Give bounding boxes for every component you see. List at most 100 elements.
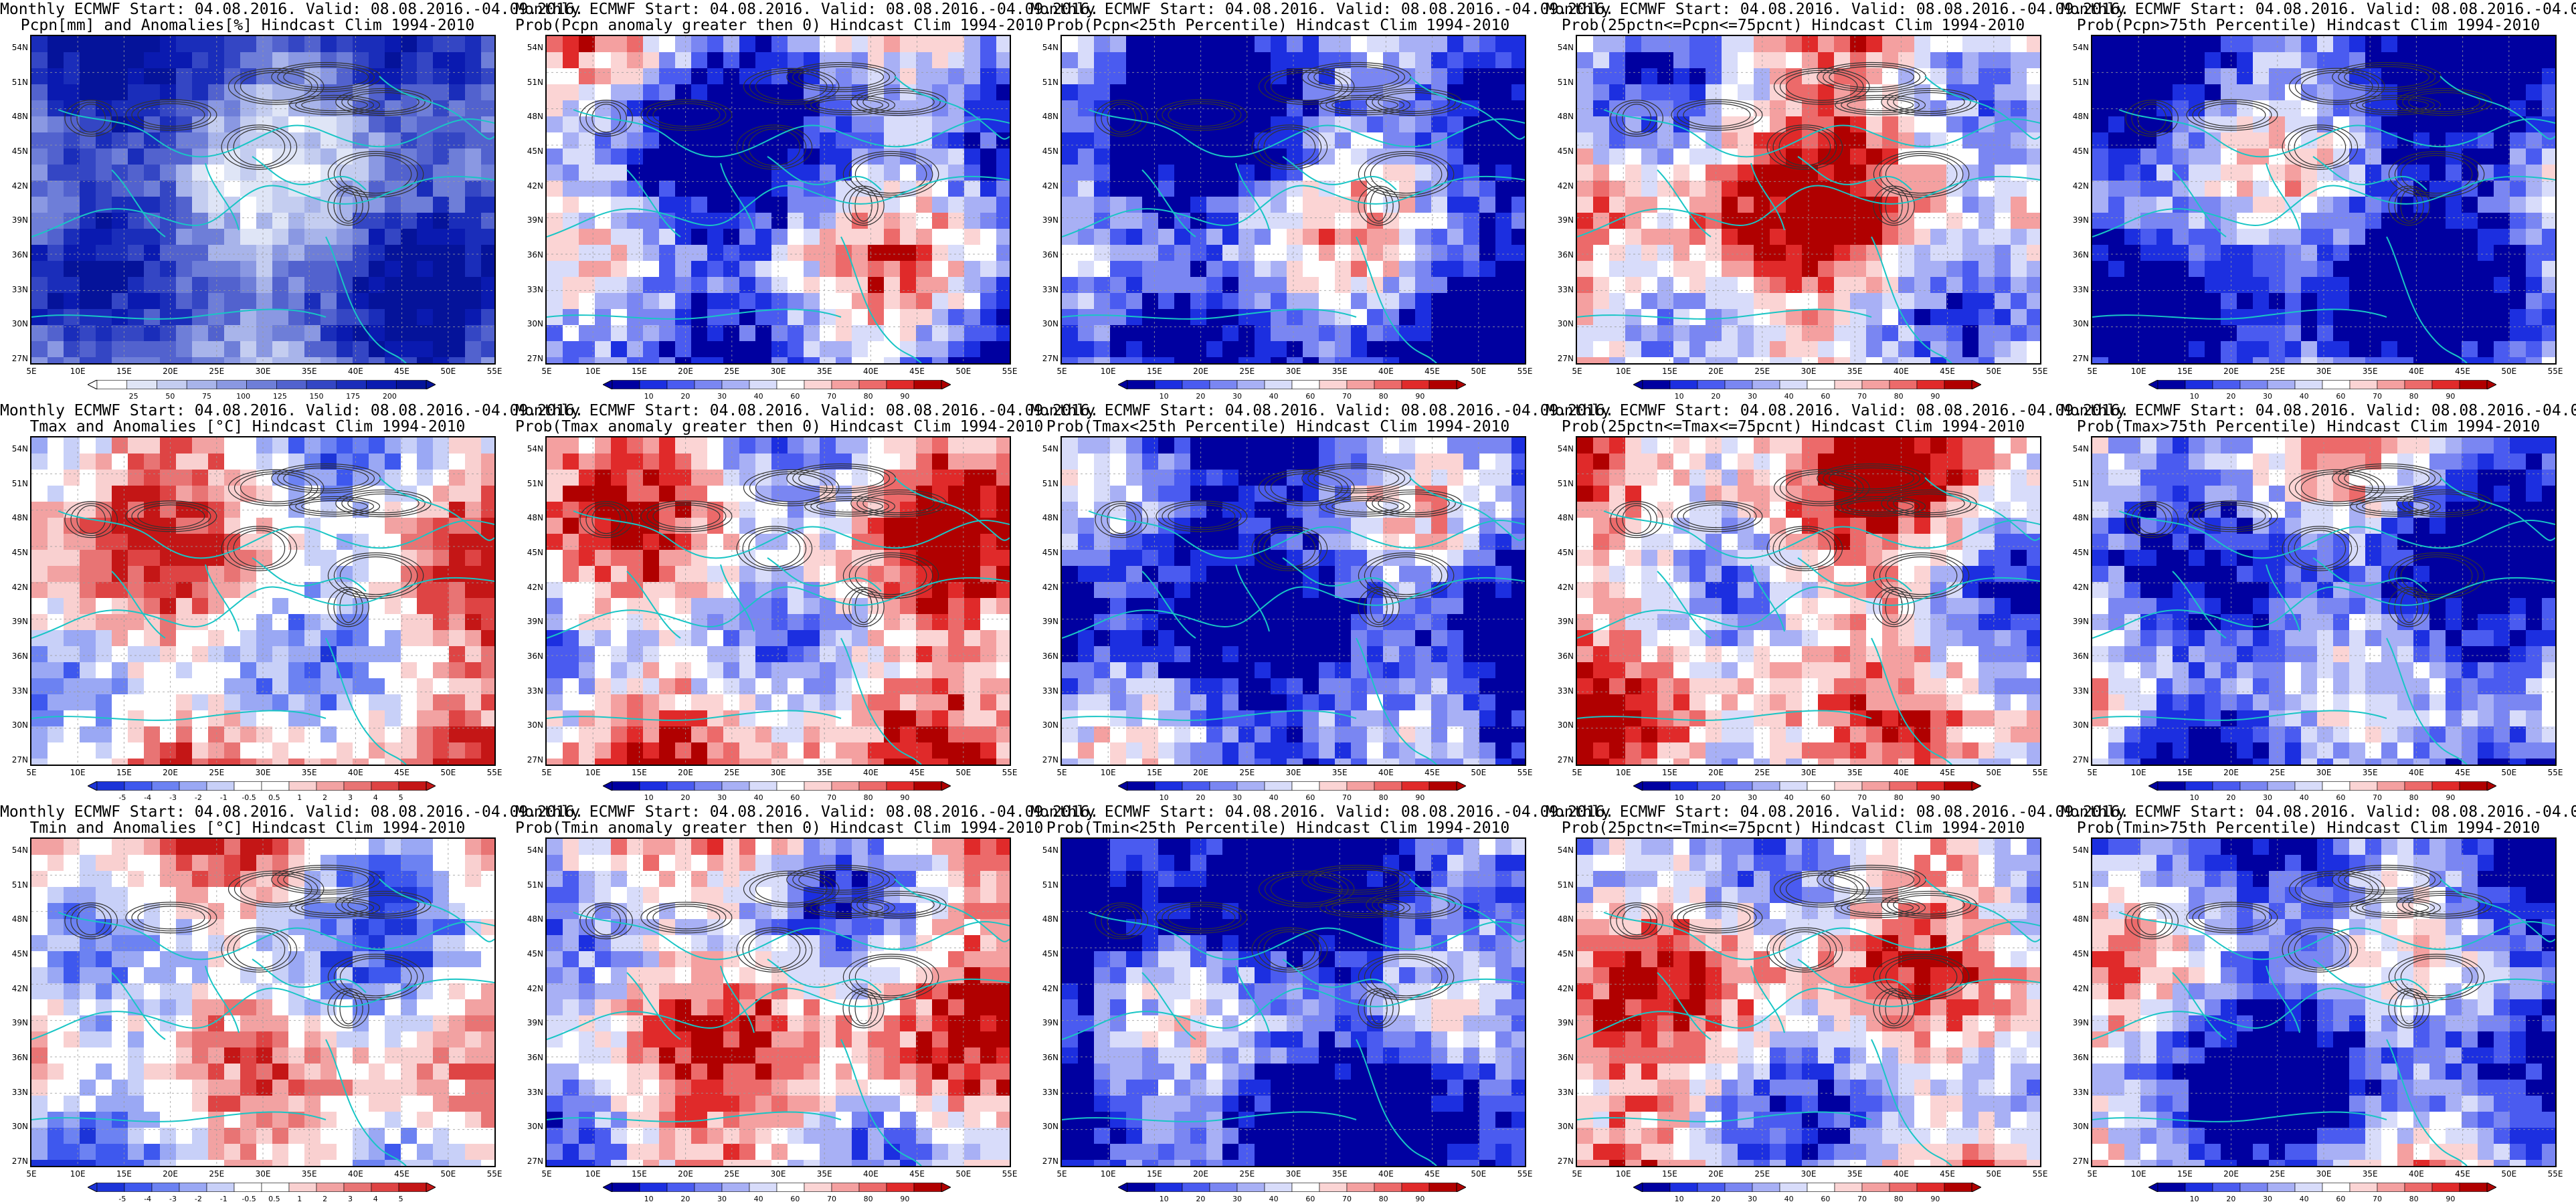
colorbar-tick-label: 10 xyxy=(1674,392,1684,401)
colorbar-tick-label: 20 xyxy=(1196,1195,1206,1203)
lon-label: 15E xyxy=(631,1169,647,1179)
lon-label: 55E xyxy=(1002,1169,1018,1179)
lat-label: 51N xyxy=(2072,77,2089,87)
lon-label: 35E xyxy=(1847,768,1863,777)
lon-label: 40E xyxy=(862,1169,879,1179)
lat-label: 33N xyxy=(527,686,543,696)
lon-label: 45E xyxy=(909,367,925,376)
lon-label: 30E xyxy=(770,1169,786,1179)
colorbar-tick-label: 70 xyxy=(2373,392,2382,401)
colorbar xyxy=(88,1183,436,1192)
colorbar xyxy=(2148,781,2496,791)
panel-title-line1: Monthly ECMWF Start: 04.08.2016. Valid: … xyxy=(1030,803,1615,821)
lat-label: 39N xyxy=(11,215,28,225)
panel-title-line2: Prob(25pctn<=Pcpn<=75pcnt) Hindcast Clim… xyxy=(1561,17,2025,34)
lon-label: 20E xyxy=(1708,1169,1724,1179)
lon-label: 40E xyxy=(2408,768,2424,777)
coastlines xyxy=(1062,76,1525,363)
lat-label: 48N xyxy=(1557,914,1574,924)
lat-label: 36N xyxy=(1557,250,1574,260)
lat-label: 27N xyxy=(11,755,28,765)
panel-title-line1: Monthly ECMWF Start: 04.08.2016. Valid: … xyxy=(515,402,1099,419)
colorbar-tick-label: 60 xyxy=(790,1195,800,1203)
map-panel-tmin-prob-pos: Monthly ECMWF Start: 04.08.2016. Valid: … xyxy=(515,803,1099,1204)
lon-label: 10E xyxy=(2130,367,2146,376)
colorbar-tick-label: 40 xyxy=(1784,1195,1794,1203)
lon-label: 15E xyxy=(2177,367,2193,376)
lat-label: 33N xyxy=(1042,686,1059,696)
colorbar-tick-label: 2 xyxy=(323,793,328,802)
colorbar-tick-label: 30 xyxy=(1232,1195,1242,1203)
lon-label: 20E xyxy=(678,367,694,376)
colorbar-tick-label: 60 xyxy=(1305,392,1315,401)
lat-label: 36N xyxy=(527,1053,543,1062)
lon-label: 30E xyxy=(2316,768,2332,777)
lon-label: 55E xyxy=(1002,367,1018,376)
colorbar-tick-label: 20 xyxy=(1196,793,1206,802)
colorbar-tick-label: 175 xyxy=(346,392,361,401)
lat-label: 30N xyxy=(527,1122,543,1132)
lon-label: 5E xyxy=(2087,367,2098,376)
colorbar-tick-label: 40 xyxy=(753,392,763,401)
colorbar-tick-label: 10 xyxy=(1159,1195,1169,1203)
coastlines xyxy=(2092,477,2555,765)
coastlines xyxy=(547,477,1010,765)
lon-label: 20E xyxy=(1193,367,1209,376)
lat-label: 48N xyxy=(11,914,28,924)
lon-label: 25E xyxy=(209,1169,225,1179)
colorbar-tick-label: 10 xyxy=(2189,1195,2199,1203)
map-panel-pcpn-prob-mid: Monthly ECMWF Start: 04.08.2016. Valid: … xyxy=(1546,0,2129,401)
lat-label: 39N xyxy=(1042,1018,1059,1028)
map-frame xyxy=(1576,837,2041,1167)
lat-label: 36N xyxy=(1557,1053,1574,1062)
colorbar-tick-label: 70 xyxy=(1857,392,1867,401)
colorbar-tick-label: 30 xyxy=(717,793,727,802)
contour-lines xyxy=(1095,463,1462,627)
lon-label: 10E xyxy=(585,768,601,777)
lon-label: 10E xyxy=(1100,367,1116,376)
lat-label: 42N xyxy=(2072,582,2089,592)
panel-title-line1: Monthly ECMWF Start: 04.08.2016. Valid: … xyxy=(1030,402,1615,419)
coastlines xyxy=(547,76,1010,363)
lon-label: 55E xyxy=(486,768,502,777)
colorbar-tick-label: 0.5 xyxy=(268,793,280,802)
lon-label: 20E xyxy=(2223,367,2239,376)
lat-label: 30N xyxy=(11,720,28,730)
colorbar-tick-label: 20 xyxy=(2226,793,2236,802)
lat-label: 36N xyxy=(2072,1053,2089,1062)
map-panel-pcpn-anom: Monthly ECMWF Start: 04.08.2016. Valid: … xyxy=(0,0,583,401)
map-panel-tmax-prob-mid: Monthly ECMWF Start: 04.08.2016. Valid: … xyxy=(1546,401,2130,803)
lon-label: 20E xyxy=(1193,768,1209,777)
contour-lines xyxy=(579,62,947,226)
lon-label: 50E xyxy=(1471,768,1487,777)
lon-label: 45E xyxy=(909,768,925,777)
lat-label: 36N xyxy=(2072,250,2089,260)
lat-label: 36N xyxy=(527,651,543,661)
contour-lines xyxy=(64,864,432,1029)
lat-label: 54N xyxy=(1557,845,1574,855)
colorbar-tick-label: 70 xyxy=(1342,392,1352,401)
coastlines xyxy=(31,76,494,363)
colorbar-tick-label: 10 xyxy=(1159,392,1169,401)
colorbar-tick-label: 90 xyxy=(1415,793,1425,802)
colorbar-tick-label: 40 xyxy=(1269,1195,1279,1203)
lon-label: 15E xyxy=(2177,1169,2193,1179)
map-frame xyxy=(1576,35,2041,365)
lat-label: 42N xyxy=(1557,983,1574,993)
colorbar xyxy=(2148,1183,2496,1192)
lon-label: 50E xyxy=(1986,768,2002,777)
colorbar-tick-label: 50 xyxy=(165,392,175,401)
lat-label: 27N xyxy=(1042,354,1059,363)
lon-label: 15E xyxy=(1661,768,1677,777)
colorbar-tick-label: 20 xyxy=(680,392,691,401)
lon-label: 50E xyxy=(2501,367,2517,376)
lat-label: 42N xyxy=(527,181,543,191)
panel-title-line1: Monthly ECMWF Start: 04.08.2016. Valid: … xyxy=(1546,402,2130,419)
lon-label: 45E xyxy=(1940,768,1956,777)
colorbar-tick-label: 90 xyxy=(900,793,910,802)
colorbar-tick-label: 30 xyxy=(717,392,727,401)
contour-lines xyxy=(1610,463,1977,627)
lat-label: 33N xyxy=(2072,1087,2089,1097)
colorbar-tick-label: 10 xyxy=(2189,392,2199,401)
map-panel-tmax-prob-gt75: Monthly ECMWF Start: 04.08.2016. Valid: … xyxy=(2061,401,2576,803)
